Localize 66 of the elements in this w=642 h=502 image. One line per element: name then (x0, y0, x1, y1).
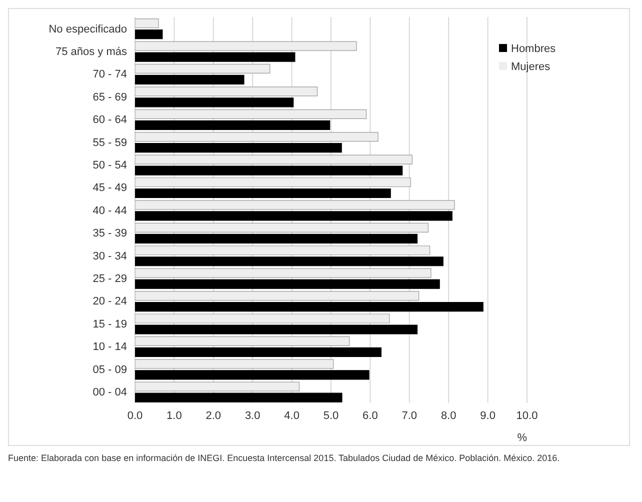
y-tick-label: 20 - 24 (92, 296, 127, 308)
bar (135, 211, 452, 221)
bar (135, 143, 342, 153)
y-tick-label: 40 - 44 (92, 204, 127, 217)
bar (135, 132, 378, 142)
bar (135, 188, 391, 198)
bar (135, 290, 420, 301)
bar (135, 234, 418, 244)
y-tick-label: 65 - 69 (92, 91, 127, 104)
y-tick-label: 30 - 34 (92, 250, 127, 262)
y-tick-label: 00 - 04 (92, 386, 127, 399)
y-tick-label: 50 - 54 (92, 159, 127, 172)
bar (135, 246, 430, 256)
bar (135, 222, 429, 232)
bar (135, 166, 403, 176)
bar (135, 324, 418, 334)
y-tick-label: 55 - 59 (92, 136, 127, 149)
y-tick-label: 25 - 29 (92, 273, 127, 286)
source-note: Fuente: Elaborada con base en información de INEGI. Encuesta Intercensal 2015. Tabulados Ciudad de México. Población. México. 2016. (8, 452, 561, 464)
x-tick-label: 0.0 (127, 410, 143, 422)
bar (135, 382, 300, 392)
y-tick-label: 35 - 39 (92, 228, 127, 240)
y-tick-label: 60 - 64 (92, 114, 127, 126)
bar (135, 41, 357, 51)
y-tick-label: 15 - 19 (92, 318, 127, 330)
bar (135, 347, 382, 357)
x-tick-label: 9.0 (480, 410, 496, 422)
bar (135, 268, 432, 278)
bar (135, 256, 444, 266)
bar (135, 314, 390, 324)
bar (135, 30, 163, 40)
x-tick-label: 2.0 (206, 410, 222, 422)
bar (135, 279, 440, 289)
y-tick-label: 70 - 74 (92, 68, 127, 81)
x-tick-label: 5.0 (323, 410, 339, 422)
bar (135, 177, 411, 188)
bar (135, 98, 294, 108)
y-tick-label: 45 - 49 (92, 182, 127, 194)
bar (135, 359, 334, 369)
x-axis-title: % (517, 432, 528, 444)
bar (135, 154, 412, 164)
bar (135, 392, 342, 402)
bar (135, 370, 370, 380)
x-tick-label: 3.0 (244, 410, 260, 422)
bar (135, 64, 270, 74)
y-tick-label: 10 - 14 (92, 341, 127, 354)
legend-label: Mujeres (511, 61, 550, 73)
bar (135, 336, 350, 346)
bar (135, 74, 244, 85)
x-tick-label: 6.0 (362, 410, 378, 422)
bar (135, 200, 455, 210)
y-tick-label: No especificado (48, 23, 127, 36)
y-tick-label: 75 años y más (55, 46, 128, 58)
bar (135, 109, 367, 119)
x-tick-label: 8.0 (440, 410, 456, 422)
x-tick-label: 7.0 (402, 410, 418, 422)
x-tick-label: 10.0 (516, 410, 538, 422)
bar (135, 302, 484, 312)
bar (135, 86, 318, 96)
bar (135, 120, 330, 130)
y-tick-label: 05 - 09 (92, 364, 127, 376)
legend-label: Hombres (511, 43, 556, 55)
x-tick-label: 4.0 (284, 410, 300, 422)
bar (135, 18, 159, 28)
x-tick-label: 1.0 (166, 410, 182, 422)
bar (135, 52, 296, 62)
